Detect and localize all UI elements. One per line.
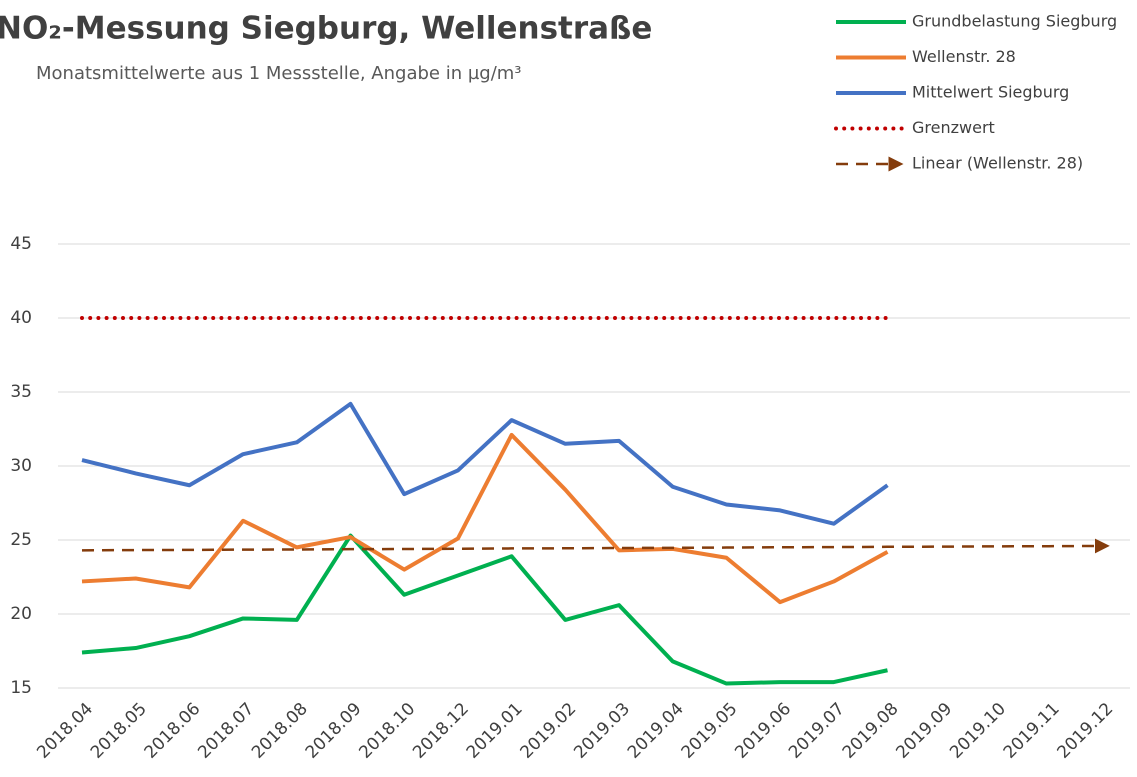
x-tick-label: 2018.08 [248, 699, 312, 763]
chart-subtitle: Monatsmittelwerte aus 1 Messstelle, Anga… [36, 63, 522, 84]
x-tick-label: 2019.10 [946, 699, 1010, 763]
x-tick-label: 2019.06 [731, 699, 795, 763]
x-tick-label: 2018.05 [87, 699, 151, 763]
y-tick-label: 15 [10, 678, 32, 698]
x-tick-label: 2019.04 [624, 699, 688, 763]
x-tick-label: 2018.09 [302, 699, 366, 763]
x-tick-label: 2019.05 [678, 699, 742, 763]
legend-label: Linear (Wellenstr. 28) [912, 154, 1083, 173]
x-tick-label: 2018.06 [141, 699, 205, 763]
series-line [81, 533, 888, 686]
x-tick-label: 2019.01 [463, 699, 527, 763]
x-tick-label: 2018.10 [355, 699, 419, 763]
legend-label: Mittelwert Siegburg [912, 83, 1069, 102]
legend-label: Grundbelastung Siegburg [912, 12, 1117, 31]
series-line [81, 432, 889, 605]
x-tick-label: 2019.07 [785, 699, 849, 763]
y-tick-label: 20 [10, 604, 32, 624]
x-tick-label: 2019.08 [839, 699, 903, 763]
legend-label: Wellenstr. 28 [912, 47, 1016, 66]
x-tick-label: 2019.11 [1000, 699, 1064, 763]
y-tick-label: 25 [10, 530, 32, 550]
y-tick-label: 30 [10, 456, 32, 476]
series-line [81, 401, 889, 526]
x-tick-label: 2019.02 [517, 699, 581, 763]
x-tick-label: 2018.12 [409, 699, 473, 763]
x-tick-label: 2018.07 [194, 699, 258, 763]
legend-label: Grenzwert [912, 118, 995, 137]
y-tick-label: 40 [10, 308, 32, 328]
x-tick-label: 2018.04 [33, 699, 97, 763]
x-tick-label: 2019.03 [570, 699, 634, 763]
y-tick-label: 45 [10, 234, 32, 254]
series-line [81, 538, 1110, 554]
chart-title: NO₂-Messung Siegburg, Wellenstraße [0, 11, 652, 47]
x-tick-label: 2019.09 [892, 699, 956, 763]
y-tick-label: 35 [10, 382, 32, 402]
x-tick-label: 2019.12 [1054, 699, 1118, 763]
